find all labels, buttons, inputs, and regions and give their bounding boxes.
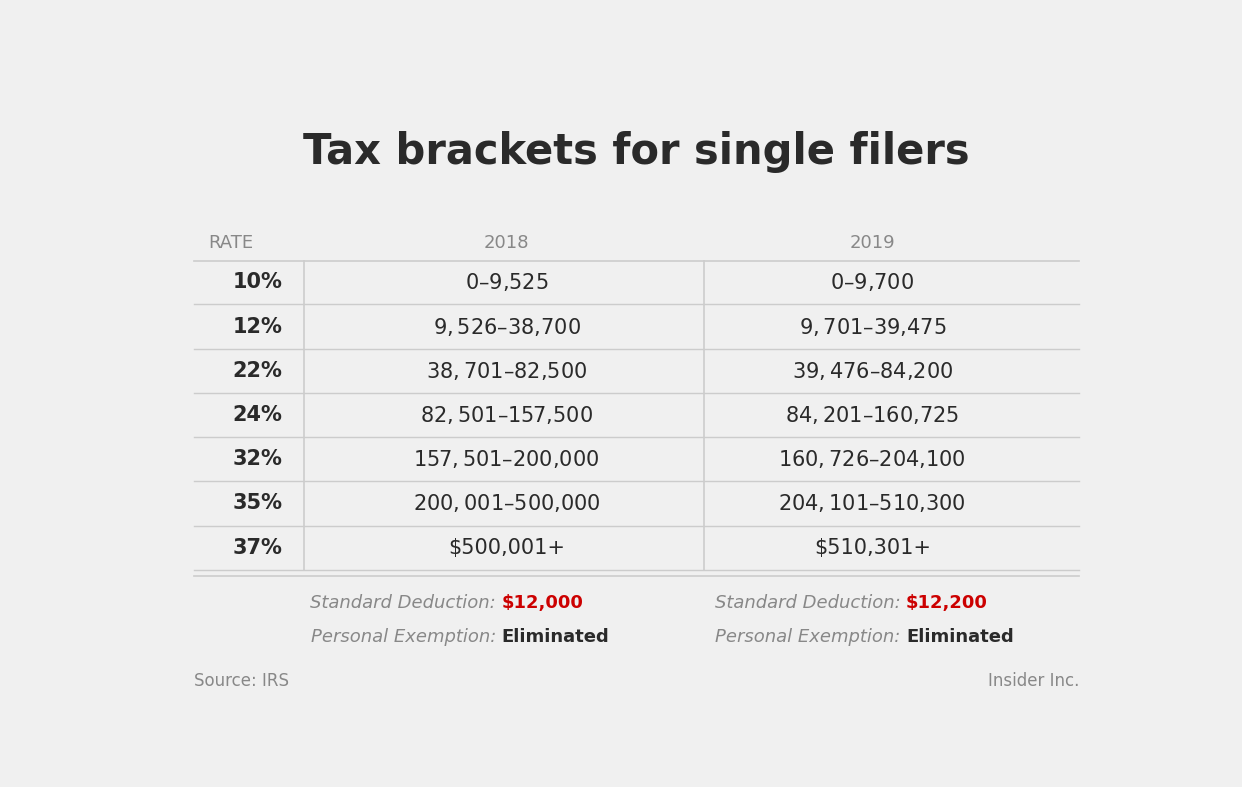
Text: $12,000: $12,000 (502, 594, 584, 612)
Text: 37%: 37% (232, 538, 282, 558)
Text: 10%: 10% (232, 272, 282, 292)
Text: $204,101 – $510,300: $204,101 – $510,300 (779, 493, 966, 515)
Text: Standard Deduction:: Standard Deduction: (310, 594, 502, 612)
Text: 2018: 2018 (484, 234, 529, 252)
Text: Standard Deduction:: Standard Deduction: (714, 594, 907, 612)
Text: Insider Inc.: Insider Inc. (987, 672, 1079, 690)
Text: Personal Exemption:: Personal Exemption: (310, 628, 502, 646)
Text: $84,201 – $160,725: $84,201 – $160,725 (785, 404, 959, 426)
Text: 32%: 32% (232, 449, 282, 469)
Text: $157,501 – $200,000: $157,501 – $200,000 (414, 449, 600, 471)
Text: $82,501 – $157,500: $82,501 – $157,500 (420, 404, 594, 426)
Text: $38,701 – $82,500: $38,701 – $82,500 (426, 360, 587, 382)
Text: Eliminated: Eliminated (907, 628, 1013, 646)
Text: $510,301+: $510,301+ (814, 538, 930, 558)
Text: Source: IRS: Source: IRS (194, 672, 288, 690)
Text: RATE: RATE (209, 234, 253, 252)
Text: $0 – $9,700: $0 – $9,700 (831, 272, 914, 294)
Text: $9,526 – $38,700: $9,526 – $38,700 (432, 316, 580, 338)
Text: Tax brackets for single filers: Tax brackets for single filers (303, 131, 970, 173)
Text: 24%: 24% (232, 405, 282, 425)
Text: $39,476 – $84,200: $39,476 – $84,200 (791, 360, 953, 382)
Text: Eliminated: Eliminated (502, 628, 610, 646)
Text: $9,701 – $39,475: $9,701 – $39,475 (799, 316, 946, 338)
Text: $12,200: $12,200 (907, 594, 987, 612)
Text: 35%: 35% (232, 493, 282, 513)
Text: 12%: 12% (232, 316, 282, 337)
Text: $0 – $9,525: $0 – $9,525 (465, 272, 549, 294)
Text: $200,001 – $500,000: $200,001 – $500,000 (412, 493, 600, 515)
Text: 22%: 22% (232, 360, 282, 381)
Text: $160,726 – $204,100: $160,726 – $204,100 (779, 449, 966, 471)
Text: $500,001+: $500,001+ (448, 538, 565, 558)
Text: Personal Exemption:: Personal Exemption: (715, 628, 907, 646)
Text: 2019: 2019 (850, 234, 895, 252)
